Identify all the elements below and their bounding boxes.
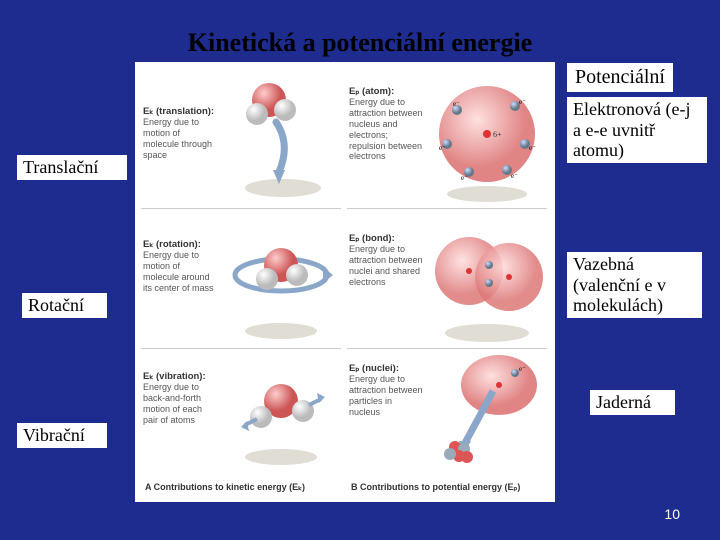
potential-atom-desc: Energy due to attraction between nucleus… [349, 97, 423, 161]
col-a-caption: A Contributions to kinetic energy (Eₖ) [145, 482, 305, 493]
svg-text:e⁻: e⁻ [439, 144, 446, 152]
slide-title: Kinetická a potenciální energie [0, 28, 720, 58]
kinetic-rotation-title: Eₖ (rotation): [143, 239, 201, 250]
bond-graphic [427, 211, 547, 345]
col-b-caption: B Contributions to potential energy (Eₚ) [351, 482, 520, 493]
atom-graphic: 6+ e⁻ e⁻ e⁻ e⁻ e⁻ e⁻ [427, 70, 547, 204]
svg-text:e⁻: e⁻ [461, 174, 468, 182]
potential-header: Potenciální [567, 63, 673, 92]
kinetic-translation-title: Eₖ (translation): [143, 106, 214, 117]
potential-column: Eₚ (atom): Energy due to attraction betw… [347, 68, 547, 496]
potential-bond-cell: Eₚ (bond): Energy due to attraction betw… [347, 208, 547, 348]
page-number: 10 [664, 506, 680, 522]
svg-text:e⁻: e⁻ [519, 365, 526, 373]
right-label-bond: Vazebná (valenční e v molekulách) [567, 252, 702, 318]
energy-diagram: Eₖ (translation): Energy due to motion o… [135, 62, 555, 502]
rotation-graphic [221, 213, 341, 343]
left-label-vibrational: Vibrační [17, 423, 107, 448]
right-label-electronic: Elektronová (e-j a e-e uvnitř atomu) [567, 97, 707, 163]
svg-text:e⁻: e⁻ [529, 144, 536, 152]
kinetic-rotation-desc: Energy due to motion of molecule around … [143, 250, 214, 292]
kinetic-rotation-cell: Eₖ (rotation): Energy due to motion of m… [141, 208, 341, 348]
kinetic-column: Eₖ (translation): Energy due to motion o… [141, 68, 341, 496]
kinetic-translation-cell: Eₖ (translation): Energy due to motion o… [141, 68, 341, 208]
potential-nucleus-title: Eₚ (nuclei): [349, 363, 399, 374]
potential-nucleus-cell: Eₚ (nuclei): Energy due to attraction be… [347, 348, 547, 476]
kinetic-translation-desc: Energy due to motion of molecule through… [143, 117, 212, 159]
potential-atom-cell: Eₚ (atom): Energy due to attraction betw… [347, 68, 547, 208]
vibration-graphic [221, 353, 341, 471]
kinetic-vibration-desc: Energy due to back-and-forth motion of e… [143, 382, 202, 424]
potential-bond-desc: Energy due to attraction between nuclei … [349, 244, 423, 286]
kinetic-vibration-cell: Eₖ (vibration): Energy due to back-and-f… [141, 348, 341, 476]
svg-text:e⁻: e⁻ [519, 98, 526, 106]
left-label-rotational: Rotační [22, 293, 107, 318]
right-label-nuclear: Jaderná [590, 390, 675, 415]
translation-graphic [221, 72, 341, 202]
kinetic-vibration-title: Eₖ (vibration): [143, 371, 206, 382]
svg-text:e⁻: e⁻ [511, 172, 518, 180]
svg-text:e⁻: e⁻ [453, 100, 460, 108]
nucleus-graphic: e⁻ [427, 351, 547, 473]
potential-nucleus-desc: Energy due to attraction between particl… [349, 374, 423, 416]
left-label-translational: Translační [17, 155, 127, 180]
potential-bond-title: Eₚ (bond): [349, 233, 395, 244]
potential-atom-title: Eₚ (atom): [349, 86, 394, 97]
svg-text:6+: 6+ [493, 130, 502, 139]
